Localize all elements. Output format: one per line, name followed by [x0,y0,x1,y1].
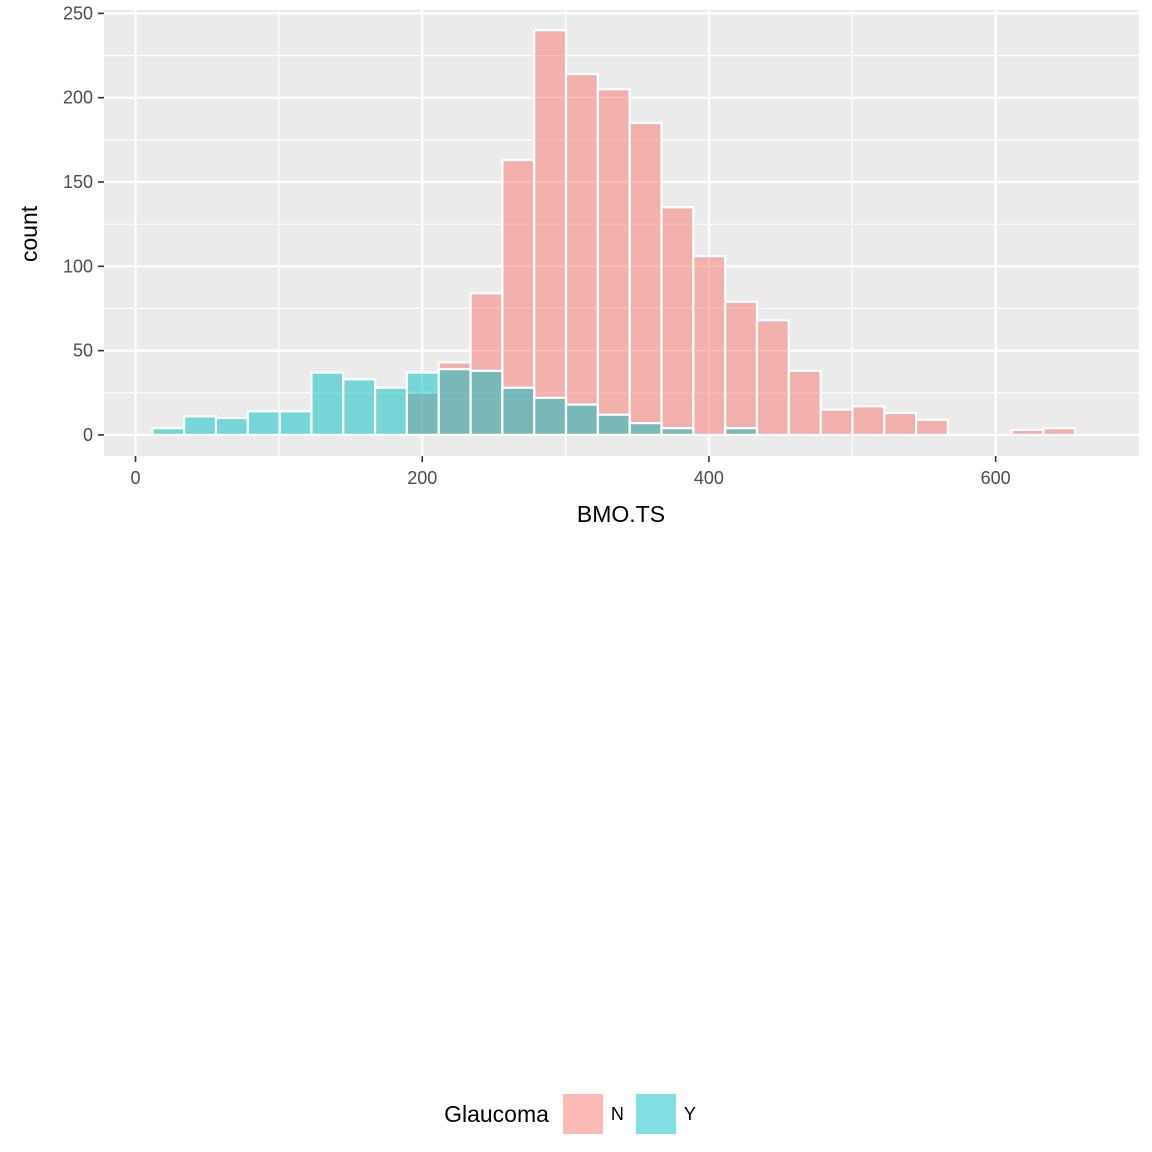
histogram-bar-y [310,371,345,437]
x-axis-title: BMO.TS [577,501,665,527]
histogram-bar-y [214,416,249,437]
x-tick-label: 0 [131,468,141,488]
histogram-bar-y [628,422,663,437]
histogram-bar-y [469,369,504,437]
histogram-bar-n [692,255,727,437]
histogram-chart: 0 200 400 600 0 50 100 150 200 250 BMO.TS count [16,3,1139,527]
histogram-bar-n [755,319,790,437]
histogram-bar-n [533,29,568,437]
legend-item-y: Y [635,1094,696,1134]
legend-key-n [562,1094,603,1134]
histogram-bar-n [660,206,695,437]
histogram-bar-n [787,369,822,437]
histogram-bar-n [1010,428,1045,437]
histogram-bar-y [183,415,218,437]
legend-label-n: N [610,1103,624,1124]
histogram-bar-n [564,72,599,437]
histogram-bar-n [724,300,759,437]
legend-label-y: Y [683,1103,696,1124]
histogram-bar-n [883,411,918,437]
histogram-bar-y [278,410,313,437]
y-tick-label: 0 [83,425,93,445]
histogram-bar-n [1042,427,1077,437]
histogram-bar-n [851,405,886,437]
histogram-bar-y [564,403,599,437]
histogram-bar-n [819,408,854,437]
histogram-bar-n [628,121,663,437]
x-tick-label: 200 [407,468,437,488]
histogram-bar-y [660,427,695,437]
histogram-bar-y [596,413,631,437]
series-y-bars [151,368,759,437]
y-tick-label: 200 [63,88,93,108]
histogram-bar-y [373,386,409,437]
histogram-bar-y [533,396,568,437]
histogram-bar-y [501,386,536,437]
y-axis-title: count [16,205,42,262]
histogram-bar-n [914,418,950,437]
axis-ticks: 0 200 400 600 0 50 100 150 200 250 [63,3,1011,488]
histogram-bar-y [437,368,472,437]
y-tick-label: 100 [63,256,93,276]
legend-key-y [635,1094,676,1134]
y-tick-label: 250 [63,3,93,23]
legend-item-n: N [562,1094,624,1134]
legend: Glaucoma N Y [0,1090,1152,1138]
histogram-bar-y [246,410,281,437]
x-tick-label: 400 [694,468,724,488]
y-tick-label: 50 [73,341,93,361]
histogram-bar-y [151,427,186,437]
x-tick-label: 600 [981,468,1011,488]
y-tick-label: 150 [63,172,93,192]
histogram-bar-n [596,88,631,437]
histogram-bar-y [405,371,440,437]
histogram-bar-y [342,378,377,437]
legend-title: Glaucoma [444,1100,549,1127]
histogram-bar-y [724,427,759,437]
